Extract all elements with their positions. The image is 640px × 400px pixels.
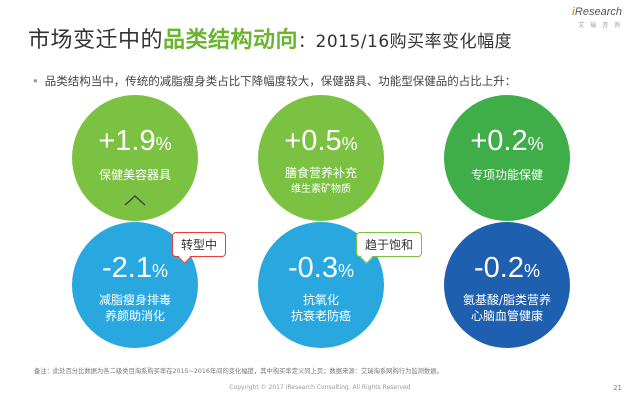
brand-logo-text: Research <box>574 6 622 18</box>
summary-bullet: • 品类结构当中，传统的减脂瘦身类占比下降幅度较大，保健器具、功能型保健品的占比上… <box>32 73 516 89</box>
title-prefix: 市场变迁中的 <box>28 28 164 53</box>
slide-title: 市场变迁中的品类结构动向：2015/16购买率变化幅度 <box>28 22 512 54</box>
brand-logo-i: i <box>571 6 575 18</box>
circle-sublabel: 养颜助消化 <box>104 309 165 323</box>
circle-label: 膳食营养补充 <box>284 166 357 180</box>
circle-value: -0.2% <box>474 252 540 284</box>
circle-health-beauty-devices: +1.9% 保健美容器具 <box>72 95 198 221</box>
bullet-dot-icon: • <box>32 74 39 88</box>
circle-label: 抗氧化 <box>302 293 339 307</box>
circle-special-function: +0.2% 专项功能保健 <box>444 95 570 221</box>
circle-label: 减脂瘦身排毒 <box>98 293 171 307</box>
circle-value: +0.2% <box>470 125 544 157</box>
circle-sublabel: 心脑血管健康 <box>470 309 543 323</box>
circle-dietary-supplements: +0.5% 膳食营养补充 维生素矿物质 <box>258 95 384 221</box>
circle-value: +1.9% <box>98 125 172 157</box>
circle-sublabel: 抗衰老防癌 <box>290 309 351 323</box>
circle-sublabel: 维生素矿物质 <box>291 184 351 195</box>
page-number: 21 <box>613 384 622 392</box>
tag-transforming: 转型中 <box>172 232 227 257</box>
brand-logo: iResearch <box>572 6 622 18</box>
summary-text: 品类结构当中，传统的减脂瘦身类占比下降幅度较大，保健器具、功能型保健品的占比上升… <box>44 74 517 88</box>
footnote: 备注：此处百分比数据为各二级类目淘系购买率在2015~2016年间的变化幅度，其… <box>34 368 443 375</box>
circle-label: 专项功能保健 <box>470 168 543 182</box>
circle-amino-acid: -0.2% 氨基酸/脂类营养 心脑血管健康 <box>444 222 570 348</box>
title-highlight: 品类结构动向 <box>163 28 299 53</box>
circle-value: -2.1% <box>102 252 168 284</box>
circle-value: +0.5% <box>284 125 358 157</box>
circle-label: 氨基酸/脂类营养 <box>462 293 552 307</box>
chevron-up-icon <box>124 194 146 206</box>
title-suffix: ：2015/16购买率变化幅度 <box>298 32 513 52</box>
circle-value: -0.3% <box>288 252 354 284</box>
brand-subtitle: 艾 瑞 咨 询 <box>578 22 622 29</box>
circle-label: 保健美容器具 <box>98 168 171 182</box>
copyright: Copyright © 2017 iResearch Consulting. A… <box>229 384 411 391</box>
